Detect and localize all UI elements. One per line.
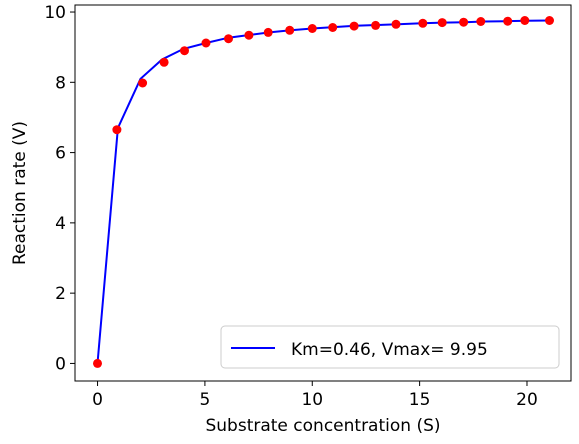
x-tick-label: 20	[516, 390, 538, 410]
data-point	[201, 38, 211, 48]
tick-layer: 0 5 10 15 20 0 2 4 6 8 10	[44, 3, 537, 410]
data-point	[307, 24, 317, 33]
data-point	[545, 16, 554, 25]
y-tick-label: 4	[55, 214, 66, 234]
data-point	[112, 125, 122, 135]
data-layer	[93, 16, 554, 368]
x-axis-label: Substrate concentration (S)	[205, 416, 440, 436]
data-point	[437, 18, 447, 28]
y-axis-label: Reaction rate (V)	[10, 121, 30, 265]
data-point	[476, 17, 486, 26]
y-tick-label: 8	[55, 73, 66, 93]
x-tick-label: 15	[409, 390, 431, 410]
y-tick-label: 6	[55, 144, 66, 164]
data-point	[93, 358, 102, 368]
data-point	[328, 23, 338, 32]
y-tick-label: 10	[44, 3, 66, 23]
data-point	[418, 18, 428, 28]
data-point	[244, 30, 254, 40]
data-point	[391, 19, 401, 29]
data-point	[285, 25, 295, 35]
data-point	[180, 46, 189, 56]
data-point	[349, 21, 359, 31]
data-point	[503, 16, 513, 26]
y-tick-label: 2	[55, 284, 66, 304]
data-point	[459, 17, 469, 27]
data-point	[138, 78, 148, 88]
y-tick-label: 0	[55, 354, 66, 374]
legend-box	[220, 325, 560, 369]
fit-line-series	[96, 19, 549, 364]
x-tick-label: 10	[301, 390, 323, 410]
data-point	[520, 16, 530, 25]
data-point	[224, 34, 233, 44]
data-point	[263, 27, 273, 37]
legend: Km=0.46, Vmax= 9.95	[220, 325, 560, 369]
x-tick-label: 5	[199, 390, 210, 410]
plot-area-frame	[74, 4, 572, 382]
data-point	[159, 57, 169, 67]
legend-entry-fit: Km=0.46, Vmax= 9.95	[291, 340, 488, 360]
x-tick-label: 0	[92, 390, 103, 410]
data-point	[371, 20, 381, 30]
